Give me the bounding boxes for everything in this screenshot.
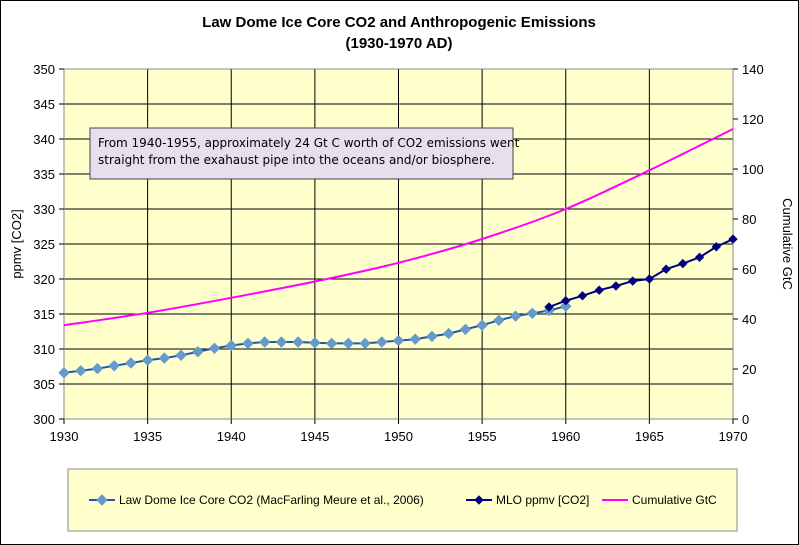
- y2-tick-label: 100: [742, 162, 764, 177]
- y-axis-label: ppmv [CO2]: [9, 209, 24, 278]
- series-law-dome-point: [409, 333, 421, 345]
- series-law-dome-point: [426, 330, 438, 343]
- annotation-box: From 1940-1955, approximately 24 Gt C wo…: [89, 127, 520, 180]
- series-layer: [58, 128, 738, 379]
- series-law-dome-point: [442, 327, 455, 340]
- series-mlo-point: [694, 252, 705, 263]
- y2-axis-label: Cumulative GtC: [780, 198, 795, 290]
- series-law-dome-point: [275, 336, 288, 348]
- y-tick-label: 310: [33, 342, 55, 357]
- series-law-dome-point: [108, 360, 120, 372]
- series-law-dome: [58, 300, 572, 379]
- series-mlo-point: [728, 234, 738, 244]
- series-law-dome-point: [476, 319, 488, 331]
- series-law-dome-point: [175, 349, 187, 362]
- series-mlo-point: [594, 285, 604, 295]
- y2-tick-label: 140: [742, 62, 764, 77]
- series-law-dome-point: [258, 336, 271, 348]
- x-tick-label: 1965: [635, 429, 664, 444]
- y-tick-label: 305: [33, 377, 55, 392]
- series-law-dome-point: [560, 300, 572, 313]
- y-tick-label: 350: [33, 62, 55, 77]
- y2-tick-label: 60: [742, 262, 756, 277]
- legend-marker-series-mlo: [474, 495, 484, 505]
- series-law-dome-point: [459, 323, 472, 336]
- y-axis-ticks: 300 305 310 315 320 325 330 335 340 345 350: [33, 62, 64, 427]
- series-law-dome-point: [141, 354, 154, 366]
- legend-label-series-mlo: MLO ppmv [CO2]: [496, 493, 589, 507]
- chart-title: Law Dome Ice Core CO2 and Anthropogenic …: [202, 14, 596, 31]
- series-law-dome-point: [58, 367, 70, 379]
- series-law-dome-point: [125, 357, 137, 369]
- series-law-dome-point: [359, 337, 371, 350]
- series-cumulative: [63, 128, 734, 327]
- y-tick-label: 335: [33, 167, 55, 182]
- y-tick-label: 320: [33, 272, 55, 287]
- annotation-line-2: straight from the exahaust pipe into the…: [98, 153, 495, 167]
- legend-marker-series-law-dome: [96, 494, 108, 506]
- series-mlo-point: [661, 264, 671, 274]
- x-tick-label: 1960: [551, 429, 580, 444]
- x-axis-ticks: 1930 1935 1940 1945 1950 1955 1960 1965 1970: [50, 419, 748, 444]
- legend-label-series-cumulative: Cumulative GtC: [632, 493, 717, 507]
- y-tick-label: 340: [33, 132, 55, 147]
- y-tick-label: 330: [33, 202, 55, 217]
- annotation-line-1: From 1940-1955, approximately 24 Gt C wo…: [98, 136, 520, 150]
- series-law-dome-point: [292, 336, 304, 348]
- series-law-dome-point: [91, 362, 104, 375]
- x-tick-label: 1945: [300, 429, 329, 444]
- series-mlo-point: [627, 276, 638, 286]
- series-mlo-point: [577, 291, 588, 301]
- y2-tick-label: 20: [742, 362, 756, 377]
- series-mlo-point: [561, 295, 571, 306]
- x-tick-label: 1935: [133, 429, 162, 444]
- series-mlo-point: [544, 302, 554, 312]
- y-tick-label: 315: [33, 307, 55, 322]
- y2-tick-label: 40: [742, 312, 756, 327]
- series-law-dome-point: [392, 334, 405, 347]
- series-law-dome-point: [75, 364, 87, 377]
- x-tick-label: 1940: [217, 429, 246, 444]
- x-tick-label: 1970: [719, 429, 748, 444]
- series-law-dome-point: [493, 314, 505, 327]
- legend-label-series-law-dome: Law Dome Ice Core CO2 (MacFarling Meure …: [119, 493, 424, 507]
- legend-entries: Law Dome Ice Core CO2 (MacFarling Meure …: [89, 493, 717, 507]
- y2-tick-label: 80: [742, 212, 756, 227]
- series-law-dome-point: [325, 337, 338, 350]
- series-law-dome-point: [242, 337, 254, 350]
- series-mlo-point: [611, 281, 621, 291]
- y-tick-label: 345: [33, 97, 55, 112]
- x-tick-label: 1950: [384, 429, 413, 444]
- legend: Law Dome Ice Core CO2 (MacFarling Meure …: [67, 468, 738, 532]
- chart-subtitle: (1930-1970 AD): [346, 35, 453, 52]
- series-law-dome-point: [526, 307, 539, 320]
- series-cumulative-line: [63, 128, 734, 327]
- series-law-dome-point: [342, 337, 355, 350]
- series-law-dome-point: [225, 339, 237, 352]
- series-law-dome-point: [509, 310, 522, 322]
- series-law-dome-point: [208, 342, 221, 355]
- y2-tick-label: 0: [742, 412, 749, 427]
- series-mlo: [544, 234, 738, 312]
- x-tick-label: 1955: [468, 429, 497, 444]
- series-law-dome-point: [309, 336, 321, 349]
- y-tick-label: 325: [33, 237, 55, 252]
- series-mlo-point: [711, 242, 721, 252]
- annotation-background: [89, 127, 514, 180]
- series-law-dome-point: [158, 352, 171, 364]
- x-tick-label: 1930: [50, 429, 79, 444]
- series-mlo-point: [644, 274, 655, 284]
- y2-tick-label: 120: [742, 112, 764, 127]
- y2-axis-ticks: 0 20 40 60 80 100 120 140: [733, 62, 764, 427]
- y-tick-label: 300: [33, 412, 55, 427]
- series-law-dome-point: [192, 346, 204, 358]
- series-law-dome-point: [376, 336, 388, 348]
- series-mlo-point: [678, 258, 688, 269]
